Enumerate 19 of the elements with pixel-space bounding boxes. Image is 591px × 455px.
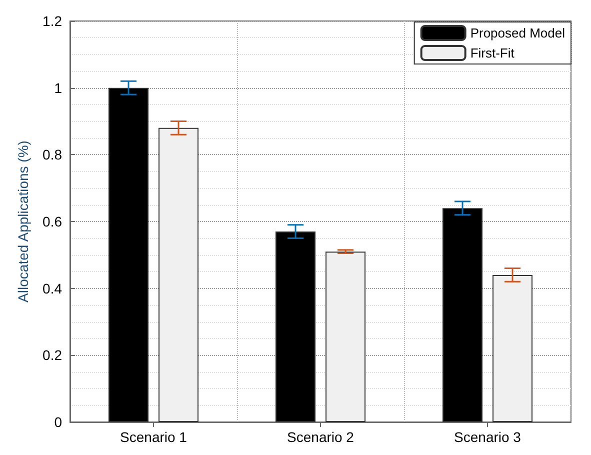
y-tick-label: 1	[54, 80, 62, 96]
y-axis-title: Allocated Applications (%)	[15, 140, 31, 302]
bar	[442, 208, 482, 422]
bar	[326, 252, 366, 422]
legend-label: Proposed Model	[470, 26, 566, 40]
x-tick-label: Scenario 3	[454, 429, 522, 445]
y-tick-label: 0.6	[42, 214, 62, 230]
bar	[108, 88, 148, 422]
y-tick-label: 0.2	[42, 347, 62, 364]
bar	[276, 232, 316, 422]
y-tick-label: 1.2	[42, 13, 62, 29]
y-tick-label: 0	[54, 414, 62, 430]
x-tick-label: Scenario 1	[120, 429, 188, 445]
bar	[492, 274, 532, 422]
legend-label: First-Fit	[470, 46, 515, 60]
x-tick-label: Scenario 2	[287, 429, 354, 445]
y-tick-label: 0.4	[42, 280, 62, 296]
bar	[158, 128, 198, 422]
y-tick-label: 0.8	[42, 146, 62, 163]
